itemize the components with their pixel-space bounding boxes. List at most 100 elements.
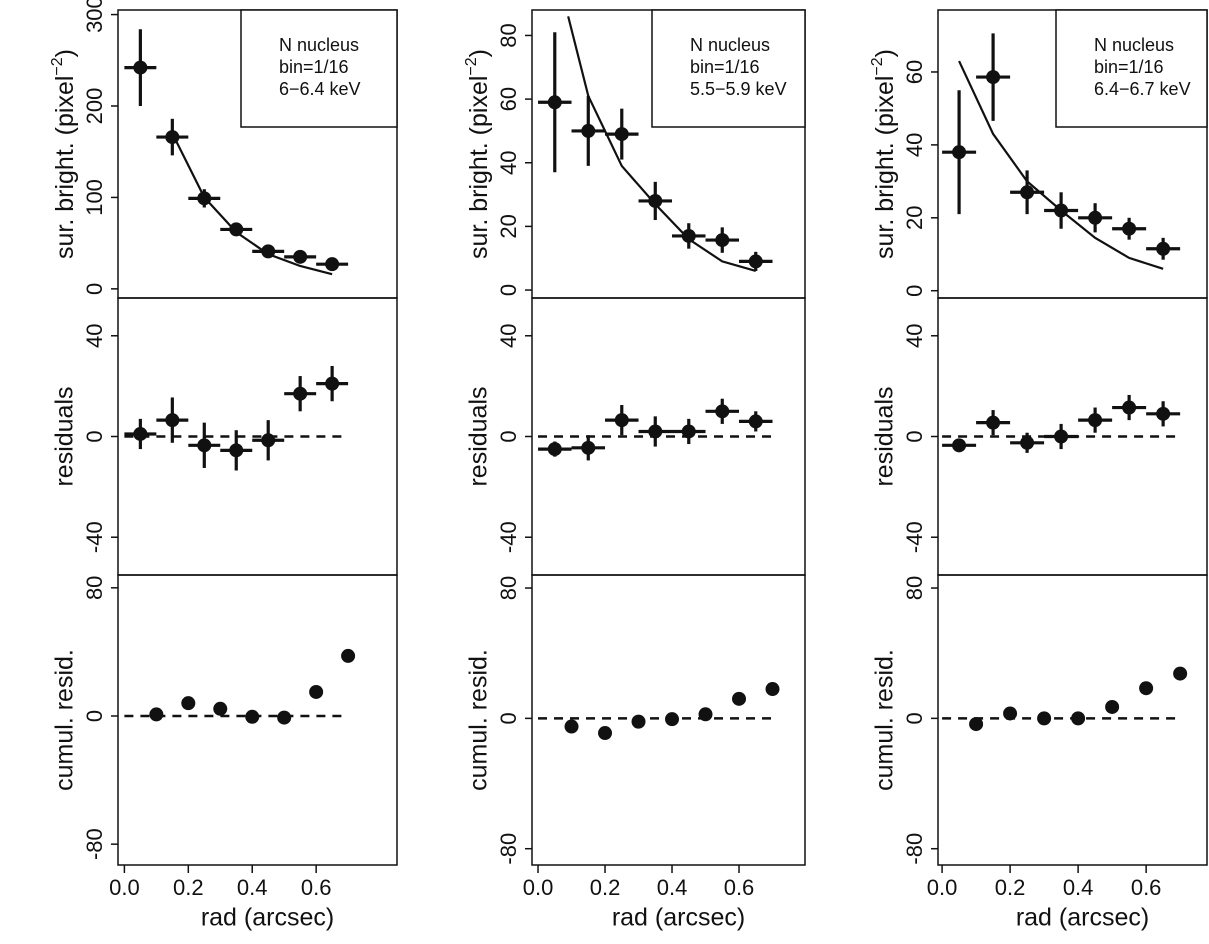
x-tick-label: 0.4: [657, 875, 688, 900]
data-point: [1122, 221, 1137, 236]
data-point: [648, 424, 663, 439]
annotation-text: bin=1/16: [690, 57, 760, 77]
x-tick-label: 0.0: [523, 875, 554, 900]
y-tick-label: -80: [902, 833, 927, 865]
data-point: [732, 691, 747, 706]
data-point: [1071, 711, 1086, 726]
x-tick-label: 0.2: [173, 875, 204, 900]
y-axis-label: residuals: [871, 386, 899, 486]
data-point: [133, 60, 148, 75]
data-point: [681, 424, 696, 439]
y-tick-label: 0: [82, 430, 107, 442]
y-tick-label: 0: [82, 283, 107, 295]
panel-frame: [937, 574, 1208, 866]
data-point: [581, 440, 596, 455]
x-tick-label: 0.2: [995, 875, 1026, 900]
y-tick-label: 60: [496, 87, 521, 111]
y-tick-label: 20: [496, 214, 521, 238]
x-tick-label: 0.0: [927, 875, 958, 900]
x-tick-label: 0.0: [109, 875, 140, 900]
data-point: [197, 438, 212, 453]
data-point: [1105, 699, 1120, 714]
y-tick-label: 40: [82, 324, 107, 348]
y-tick-label: 0: [496, 712, 521, 724]
x-tick-label: 0.4: [237, 875, 268, 900]
data-point: [149, 707, 164, 722]
data-point: [969, 717, 984, 732]
y-tick-label: 300: [82, 0, 107, 33]
y-tick-label: 0: [82, 710, 107, 722]
data-point: [715, 404, 730, 419]
data-point: [952, 438, 967, 453]
y-axis-label: sur. bright. (pixel−2): [463, 49, 493, 259]
data-point: [261, 244, 276, 259]
y-axis-label-part: −2: [869, 57, 886, 75]
annotation-text: bin=1/16: [1094, 57, 1164, 77]
data-point: [213, 701, 228, 716]
x-tick-label: 0.6: [724, 875, 755, 900]
y-tick-label: 40: [902, 133, 927, 157]
y-axis-label-part: −2: [463, 57, 480, 75]
y-tick-label: 40: [902, 324, 927, 348]
y-axis-label: residuals: [51, 386, 79, 486]
data-point: [681, 228, 696, 243]
data-point: [293, 249, 308, 264]
annotation-text: 5.5−5.9 keV: [690, 79, 787, 99]
data-point: [1156, 241, 1171, 256]
y-tick-label: -40: [82, 521, 107, 553]
data-point: [1003, 706, 1018, 721]
x-axis-label: rad (arcsec): [612, 904, 745, 932]
data-point: [748, 414, 763, 429]
data-point: [245, 709, 260, 724]
y-axis-label: sur. bright. (pixel−2): [49, 49, 79, 259]
x-tick-label: 0.6: [301, 875, 332, 900]
y-tick-label: 60: [902, 60, 927, 84]
y-axis-label-part: ): [465, 49, 493, 57]
data-point: [614, 127, 629, 142]
data-point: [986, 70, 1001, 85]
data-point: [165, 413, 180, 428]
data-point: [1054, 429, 1069, 444]
y-tick-label: 0: [902, 430, 927, 442]
annotation-text: bin=1/16: [279, 57, 349, 77]
data-point: [1088, 413, 1103, 428]
data-point: [614, 413, 629, 428]
data-point: [1054, 203, 1069, 218]
y-axis-label: cumul. resid.: [465, 649, 493, 791]
annotation-text: N nucleus: [279, 35, 359, 55]
y-axis-label-part: sur. bright. (pixel: [871, 76, 899, 259]
y-tick-label: 0: [496, 284, 521, 296]
data-point: [952, 145, 967, 160]
y-tick-label: 80: [902, 576, 927, 600]
y-tick-label: -40: [902, 521, 927, 553]
y-tick-label: 40: [496, 324, 521, 348]
data-point: [197, 191, 212, 206]
data-point: [261, 433, 276, 448]
x-axis-label: rad (arcsec): [1016, 904, 1149, 932]
y-tick-label: -80: [82, 828, 107, 860]
data-point: [341, 648, 356, 663]
y-tick-label: 100: [82, 179, 107, 216]
y-tick-label: 0: [902, 712, 927, 724]
data-point: [277, 710, 292, 725]
data-point: [748, 254, 763, 269]
y-tick-label: 40: [496, 151, 521, 175]
y-tick-label: 20: [902, 206, 927, 230]
data-point: [665, 712, 680, 727]
y-tick-label: -40: [496, 521, 521, 553]
data-point: [547, 95, 562, 110]
y-tick-label: 80: [82, 576, 107, 600]
data-point: [564, 719, 579, 734]
y-axis-label: cumul. resid.: [871, 649, 899, 791]
data-point: [715, 233, 730, 248]
data-point: [1020, 185, 1035, 200]
y-axis-label-part: −2: [49, 57, 66, 75]
model-line: [171, 132, 333, 276]
y-tick-label: 0: [902, 285, 927, 297]
annotation-box: [1055, 9, 1208, 128]
data-point: [229, 222, 244, 237]
annotation-text: 6.4−6.7 keV: [1094, 79, 1191, 99]
y-tick-label: 200: [82, 88, 107, 125]
data-point: [325, 257, 340, 272]
